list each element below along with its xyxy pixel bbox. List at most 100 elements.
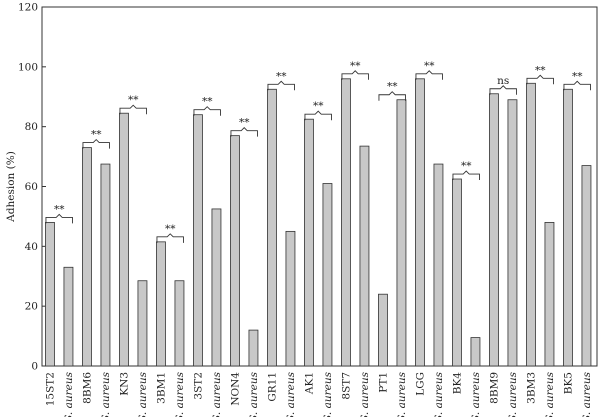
significance-label: ** <box>424 60 435 72</box>
bar <box>415 78 425 367</box>
x-tick-label: S. aureus <box>396 371 408 417</box>
y-tick-label: 60 <box>25 181 38 193</box>
significance-bracket <box>489 85 517 95</box>
x-tick-label: S. aureus <box>507 371 519 417</box>
bar <box>507 99 518 367</box>
x-tick-label: GR11 <box>266 372 278 402</box>
bar <box>100 163 111 367</box>
significance-bracket <box>341 70 369 80</box>
bar <box>544 221 555 367</box>
x-tick-label: 3BM1 <box>155 372 167 404</box>
significance-label: ** <box>54 203 65 215</box>
significance-label: ** <box>202 96 213 108</box>
significance-label: ** <box>535 64 546 76</box>
y-tick-label: 40 <box>25 241 38 253</box>
bar <box>82 147 92 367</box>
bar <box>63 266 74 367</box>
significance-bracket <box>119 104 147 115</box>
bar <box>230 135 240 367</box>
bar <box>433 163 444 367</box>
significance-label: ** <box>572 70 583 82</box>
significance-label: ** <box>276 70 287 82</box>
bar <box>563 88 573 367</box>
bar <box>470 337 481 367</box>
x-tick-label: PT1 <box>377 372 389 393</box>
significance-bracket <box>526 74 554 85</box>
x-tick-label: S. aureus <box>544 371 556 417</box>
x-tick-label: 3BM3 <box>525 372 537 404</box>
significance-bracket <box>304 110 332 121</box>
significance-bracket <box>82 138 110 149</box>
significance-label: ** <box>91 129 102 141</box>
significance-bracket <box>415 70 443 80</box>
significance-bracket <box>378 91 406 101</box>
y-tick-label: 80 <box>25 121 38 133</box>
significance-bracket <box>45 213 73 224</box>
bar <box>285 230 296 367</box>
bar <box>396 99 407 367</box>
x-tick-label: BK4 <box>451 372 463 395</box>
axes: 0 20 40 60 80 100 120 <box>18 2 598 373</box>
bar <box>193 114 203 367</box>
y-tick-label: 100 <box>18 61 38 73</box>
significance-label: ** <box>387 81 398 93</box>
bar <box>211 208 222 367</box>
x-tick-label: S. aureus <box>248 371 260 417</box>
x-tick-label: NON4 <box>229 372 241 406</box>
significance-bracket <box>563 80 591 91</box>
significance-bracket <box>267 80 295 91</box>
x-tick-label: S. aureus <box>433 371 445 417</box>
x-tick-label: 15ST2 <box>44 372 56 406</box>
x-tick-label: S. aureus <box>63 371 75 417</box>
significance-brackets: ** ** ** ** ** ** ** ** ** ** ** ** ns ** ** <box>45 60 591 243</box>
significance-label: ** <box>350 60 361 72</box>
x-tick-label: S. aureus <box>285 371 297 417</box>
bar <box>489 93 499 367</box>
significance-label: ** <box>128 94 139 106</box>
x-tick-label: S. aureus <box>322 371 334 417</box>
bar <box>581 165 592 367</box>
bar <box>341 78 351 367</box>
x-tick-label: S. aureus <box>470 371 482 417</box>
x-tick-labels: 15ST2 S. aureus 8BM6 S. aureus KN3 S. aureus 3… <box>44 371 593 417</box>
x-tick-label: S. aureus <box>581 371 593 417</box>
bar <box>452 178 462 367</box>
x-tick-label: S. aureus <box>174 371 186 417</box>
x-tick-label: BK5 <box>562 372 574 394</box>
x-tick-label: S. aureus <box>211 371 223 417</box>
bars <box>45 78 592 367</box>
significance-bracket <box>230 127 258 137</box>
significance-label: ** <box>239 117 250 129</box>
bar <box>378 293 388 367</box>
bar <box>526 82 536 367</box>
bar <box>267 88 277 367</box>
x-tick-label: S. aureus <box>137 371 149 417</box>
x-tick-label: 3ST2 <box>192 372 204 400</box>
significance-bracket <box>156 233 184 243</box>
y-tick-label: 120 <box>18 2 38 14</box>
y-tick-label: 0 <box>31 361 38 373</box>
bar <box>137 280 148 367</box>
x-tick-label: AK1 <box>303 372 315 395</box>
significance-bracket <box>193 106 221 116</box>
x-tick-label: S. aureus <box>100 371 112 417</box>
bar <box>359 145 370 367</box>
y-axis-label: Adhesion (%) <box>5 151 17 223</box>
x-tick-label: S. aureus <box>359 371 371 417</box>
significance-label: ** <box>313 100 324 112</box>
bar <box>304 118 314 367</box>
bar <box>174 280 185 367</box>
bar <box>119 112 129 367</box>
significance-label: ns <box>497 75 509 87</box>
y-tick-label: 20 <box>25 301 38 313</box>
bar <box>322 183 333 367</box>
significance-bracket <box>452 170 480 181</box>
x-tick-label: KN3 <box>118 372 130 396</box>
x-tick-label: LGG <box>414 372 426 396</box>
x-tick-label: 8ST7 <box>340 372 352 400</box>
bar <box>248 329 259 367</box>
bar <box>45 221 55 367</box>
bar <box>156 241 166 367</box>
x-tick-label: 8BM6 <box>81 372 93 404</box>
